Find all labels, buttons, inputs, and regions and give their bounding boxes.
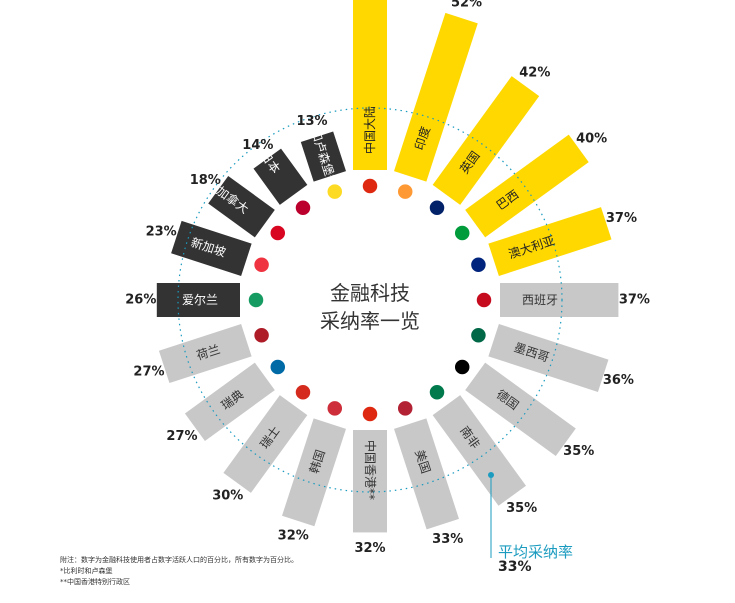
bar-日本 [253, 148, 308, 205]
bar-中国大陆 [353, 0, 387, 170]
chart-title-line-2: 采纳率一览 [320, 309, 420, 333]
average-value: 33% [498, 559, 532, 575]
flag-icon-澳大利亚 [469, 256, 488, 274]
bar-德国 [465, 362, 576, 456]
flag-icon-英国 [428, 199, 446, 217]
value-label-美国: 33% [432, 532, 463, 547]
flag-icon-德国 [453, 358, 471, 376]
value-label-巴西: 40% [576, 131, 607, 146]
bar-荷兰 [158, 324, 252, 384]
flag-icon-墨西哥 [469, 326, 488, 344]
flag-icon-比利时和卢森堡 [326, 182, 344, 201]
flag-icon-南非 [428, 383, 446, 401]
bar-新加坡 [171, 220, 252, 276]
value-label-比利时和卢森堡: 13% [296, 114, 327, 129]
value-label-印度: 52% [451, 0, 482, 10]
bar-韩国 [282, 418, 346, 527]
flag-icon-爱尔兰 [247, 291, 265, 309]
value-label-新加坡: 23% [146, 225, 177, 240]
average-marker [488, 472, 494, 478]
footnote-hong-kong: **中国香港特别行政区 [60, 578, 130, 586]
value-label-西班牙: 37% [619, 293, 650, 308]
bar-美国 [394, 418, 459, 530]
value-label-德国: 35% [563, 444, 594, 459]
footnotes: 附注：数字为金融科技使用者占数字活跃人口的百分比，所有数字为百分比。 *比利时和… [60, 555, 298, 588]
bar-加拿大 [208, 175, 275, 238]
value-label-日本: 14% [242, 138, 273, 153]
flag-icon-韩国 [326, 399, 344, 418]
flag-icon-印度 [396, 182, 414, 201]
bar-巴西 [465, 134, 589, 238]
category-label-中国香港: 中国香港** [363, 440, 378, 500]
value-label-英国: 42% [519, 66, 550, 81]
value-label-加拿大: 18% [190, 173, 221, 188]
category-label-印度: 印度 [411, 124, 433, 151]
value-label-澳大利亚: 37% [606, 211, 637, 226]
flag-icon-中国大陆 [361, 177, 379, 195]
footnote-belgium-luxembourg: *比利时和卢森堡 [60, 567, 113, 575]
flag-icon-新加坡 [252, 256, 271, 274]
category-label-爱尔兰: 爱尔兰 [182, 292, 218, 307]
category-label-西班牙: 西班牙 [522, 293, 558, 307]
bar-英国 [432, 76, 540, 205]
value-label-南非: 35% [506, 501, 537, 516]
bar-印度 [394, 12, 478, 182]
flag-icon-西班牙 [475, 291, 493, 309]
value-label-荷兰: 27% [133, 364, 164, 379]
average-ring [177, 107, 563, 493]
bar-瑞典 [184, 362, 275, 441]
bar-澳大利亚 [488, 207, 612, 276]
average-label: 平均采纳率 [498, 543, 574, 561]
category-label-中国大陆: 中国大陆 [362, 106, 377, 154]
flag-icon-巴西 [453, 224, 471, 242]
bar-瑞士 [223, 395, 308, 493]
flag-icon-中国香港 [361, 405, 379, 423]
flag-icon-日本 [294, 199, 312, 217]
bar-爱尔兰 [156, 283, 240, 317]
bar-南非 [432, 395, 526, 506]
flag-icon-美国 [396, 399, 414, 418]
value-label-韩国: 32% [278, 529, 309, 544]
footnote-main: 附注：数字为金融科技使用者占数字活跃人口的百分比，所有数字为百分比。 [60, 556, 298, 564]
flag-icon-加拿大 [269, 224, 287, 242]
value-label-瑞典: 27% [166, 429, 197, 444]
bar-中国香港 [353, 430, 387, 533]
value-label-瑞士: 30% [212, 488, 243, 503]
flag-icon-瑞典 [269, 358, 287, 376]
flag-icon-瑞士 [294, 383, 312, 401]
flag-icon-荷兰 [252, 326, 271, 344]
category-label-韩国: 韩国 [306, 448, 328, 475]
bar-比利时和卢森堡 [300, 131, 346, 182]
value-label-中国香港: 32% [354, 541, 385, 556]
bar-西班牙 [500, 283, 619, 317]
chart-title-line-1: 金融科技 [330, 281, 410, 305]
value-label-爱尔兰: 26% [125, 293, 156, 308]
bar-墨西哥 [488, 324, 609, 392]
value-label-墨西哥: 36% [603, 373, 634, 388]
